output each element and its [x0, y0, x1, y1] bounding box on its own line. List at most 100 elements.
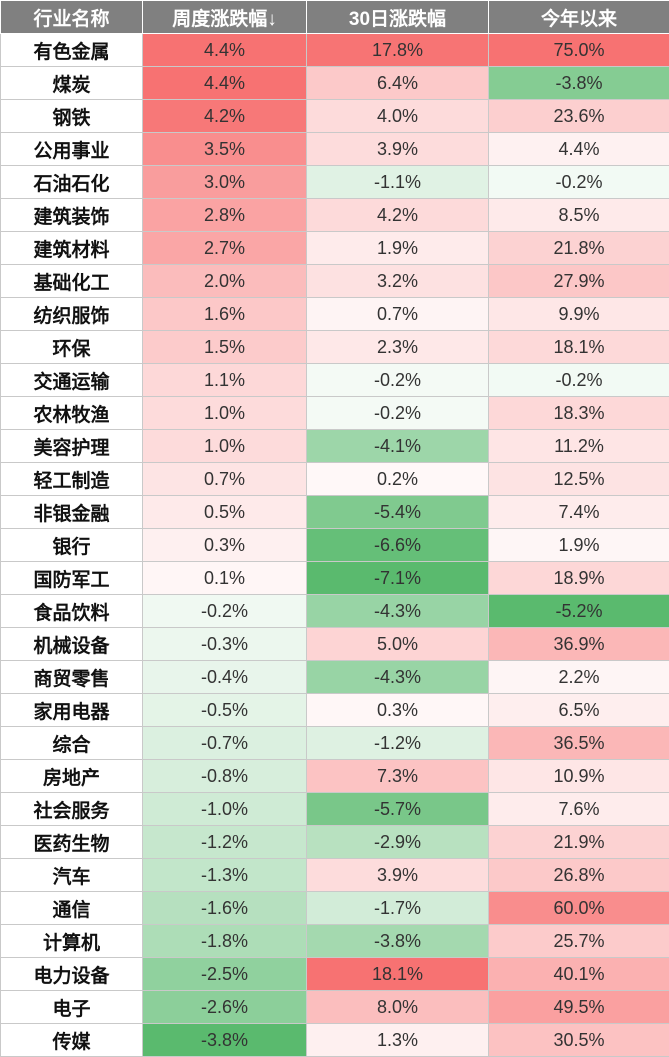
ytd-change-cell: 9.9%	[488, 297, 669, 331]
ytd-change-cell: -5.2%	[488, 594, 669, 628]
industry-name-cell: 石油石化	[0, 165, 143, 199]
table-row: 电力设备 -2.5% 18.1% 40.1%	[0, 957, 669, 991]
table-row: 银行 0.3% -6.6% 1.9%	[0, 528, 669, 562]
thirty-day-change-cell: 8.0%	[306, 990, 489, 1024]
weekly-change-cell: -0.4%	[142, 660, 307, 694]
industry-name-cell: 社会服务	[0, 792, 143, 826]
thirty-day-change-cell: 3.2%	[306, 264, 489, 298]
header-industry-name[interactable]: 行业名称	[0, 0, 143, 34]
ytd-change-cell: 49.5%	[488, 990, 669, 1024]
thirty-day-change-cell: 17.8%	[306, 33, 489, 67]
table-row: 机械设备 -0.3% 5.0% 36.9%	[0, 627, 669, 661]
ytd-change-cell: 7.6%	[488, 792, 669, 826]
industry-name-cell: 美容护理	[0, 429, 143, 463]
thirty-day-change-cell: -3.8%	[306, 924, 489, 958]
thirty-day-change-cell: 18.1%	[306, 957, 489, 991]
ytd-change-cell: 4.4%	[488, 132, 669, 166]
thirty-day-change-cell: -1.1%	[306, 165, 489, 199]
ytd-change-cell: 18.9%	[488, 561, 669, 595]
thirty-day-change-cell: 3.9%	[306, 132, 489, 166]
industry-name-cell: 电力设备	[0, 957, 143, 991]
industry-name-cell: 建筑材料	[0, 231, 143, 265]
table-row: 医药生物 -1.2% -2.9% 21.9%	[0, 825, 669, 859]
weekly-change-cell: 0.5%	[142, 495, 307, 529]
ytd-change-cell: 12.5%	[488, 462, 669, 496]
weekly-change-cell: 4.2%	[142, 99, 307, 133]
ytd-change-cell: 11.2%	[488, 429, 669, 463]
thirty-day-change-cell: -4.3%	[306, 594, 489, 628]
industry-name-cell: 非银金融	[0, 495, 143, 529]
weekly-change-cell: 1.1%	[142, 363, 307, 397]
table-row: 汽车 -1.3% 3.9% 26.8%	[0, 858, 669, 892]
ytd-change-cell: -3.8%	[488, 66, 669, 100]
weekly-change-cell: -0.8%	[142, 759, 307, 793]
thirty-day-change-cell: 0.7%	[306, 297, 489, 331]
thirty-day-change-cell: -6.6%	[306, 528, 489, 562]
ytd-change-cell: 36.9%	[488, 627, 669, 661]
thirty-day-change-cell: 2.3%	[306, 330, 489, 364]
thirty-day-change-cell: 1.9%	[306, 231, 489, 265]
industry-name-cell: 钢铁	[0, 99, 143, 133]
weekly-change-cell: 1.6%	[142, 297, 307, 331]
weekly-change-cell: 1.0%	[142, 429, 307, 463]
industry-name-cell: 机械设备	[0, 627, 143, 661]
industry-name-cell: 汽车	[0, 858, 143, 892]
thirty-day-change-cell: -4.3%	[306, 660, 489, 694]
table-row: 商贸零售 -0.4% -4.3% 2.2%	[0, 660, 669, 694]
industry-name-cell: 煤炭	[0, 66, 143, 100]
thirty-day-change-cell: 5.0%	[306, 627, 489, 661]
weekly-change-cell: -0.3%	[142, 627, 307, 661]
table-row: 食品饮料 -0.2% -4.3% -5.2%	[0, 594, 669, 628]
weekly-change-cell: 2.7%	[142, 231, 307, 265]
weekly-change-cell: -3.8%	[142, 1023, 307, 1057]
industry-name-cell: 食品饮料	[0, 594, 143, 628]
table-row: 环保 1.5% 2.3% 18.1%	[0, 330, 669, 364]
ytd-change-cell: 36.5%	[488, 726, 669, 760]
industry-name-cell: 医药生物	[0, 825, 143, 859]
table-body: 有色金属 4.4% 17.8% 75.0% 煤炭 4.4% 6.4% -3.8% 钢铁 4.2% 4…	[0, 33, 669, 1057]
weekly-change-cell: 3.0%	[142, 165, 307, 199]
weekly-change-cell: 2.0%	[142, 264, 307, 298]
industry-name-cell: 家用电器	[0, 693, 143, 727]
ytd-change-cell: 6.5%	[488, 693, 669, 727]
ytd-change-cell: 30.5%	[488, 1023, 669, 1057]
industry-name-cell: 环保	[0, 330, 143, 364]
table-row: 计算机 -1.8% -3.8% 25.7%	[0, 924, 669, 958]
industry-name-cell: 通信	[0, 891, 143, 925]
ytd-change-cell: -0.2%	[488, 165, 669, 199]
industry-name-cell: 农林牧渔	[0, 396, 143, 430]
table-row: 建筑材料 2.7% 1.9% 21.8%	[0, 231, 669, 265]
industry-name-cell: 交通运输	[0, 363, 143, 397]
weekly-change-cell: 0.7%	[142, 462, 307, 496]
thirty-day-change-cell: 3.9%	[306, 858, 489, 892]
table-row: 美容护理 1.0% -4.1% 11.2%	[0, 429, 669, 463]
industry-name-cell: 传媒	[0, 1023, 143, 1057]
table-row: 综合 -0.7% -1.2% 36.5%	[0, 726, 669, 760]
industry-name-cell: 综合	[0, 726, 143, 760]
thirty-day-change-cell: -2.9%	[306, 825, 489, 859]
table-row: 非银金融 0.5% -5.4% 7.4%	[0, 495, 669, 529]
table-row: 农林牧渔 1.0% -0.2% 18.3%	[0, 396, 669, 430]
industry-name-cell: 商贸零售	[0, 660, 143, 694]
weekly-change-cell: -2.5%	[142, 957, 307, 991]
weekly-change-cell: -0.5%	[142, 693, 307, 727]
table-row: 轻工制造 0.7% 0.2% 12.5%	[0, 462, 669, 496]
header-ytd-change[interactable]: 今年以来	[488, 0, 669, 34]
thirty-day-change-cell: -0.2%	[306, 396, 489, 430]
thirty-day-change-cell: 4.2%	[306, 198, 489, 232]
ytd-change-cell: 75.0%	[488, 33, 669, 67]
table-row: 建筑装饰 2.8% 4.2% 8.5%	[0, 198, 669, 232]
industry-name-cell: 电子	[0, 990, 143, 1024]
ytd-change-cell: 18.3%	[488, 396, 669, 430]
weekly-change-cell: -1.8%	[142, 924, 307, 958]
weekly-change-cell: 3.5%	[142, 132, 307, 166]
thirty-day-change-cell: -7.1%	[306, 561, 489, 595]
table-row: 传媒 -3.8% 1.3% 30.5%	[0, 1023, 669, 1057]
weekly-change-cell: 4.4%	[142, 33, 307, 67]
header-weekly-change[interactable]: 周度涨跌幅↓	[142, 0, 307, 34]
table-row: 交通运输 1.1% -0.2% -0.2%	[0, 363, 669, 397]
industry-name-cell: 建筑装饰	[0, 198, 143, 232]
header-30day-change[interactable]: 30日涨跌幅	[306, 0, 489, 34]
weekly-change-cell: 4.4%	[142, 66, 307, 100]
